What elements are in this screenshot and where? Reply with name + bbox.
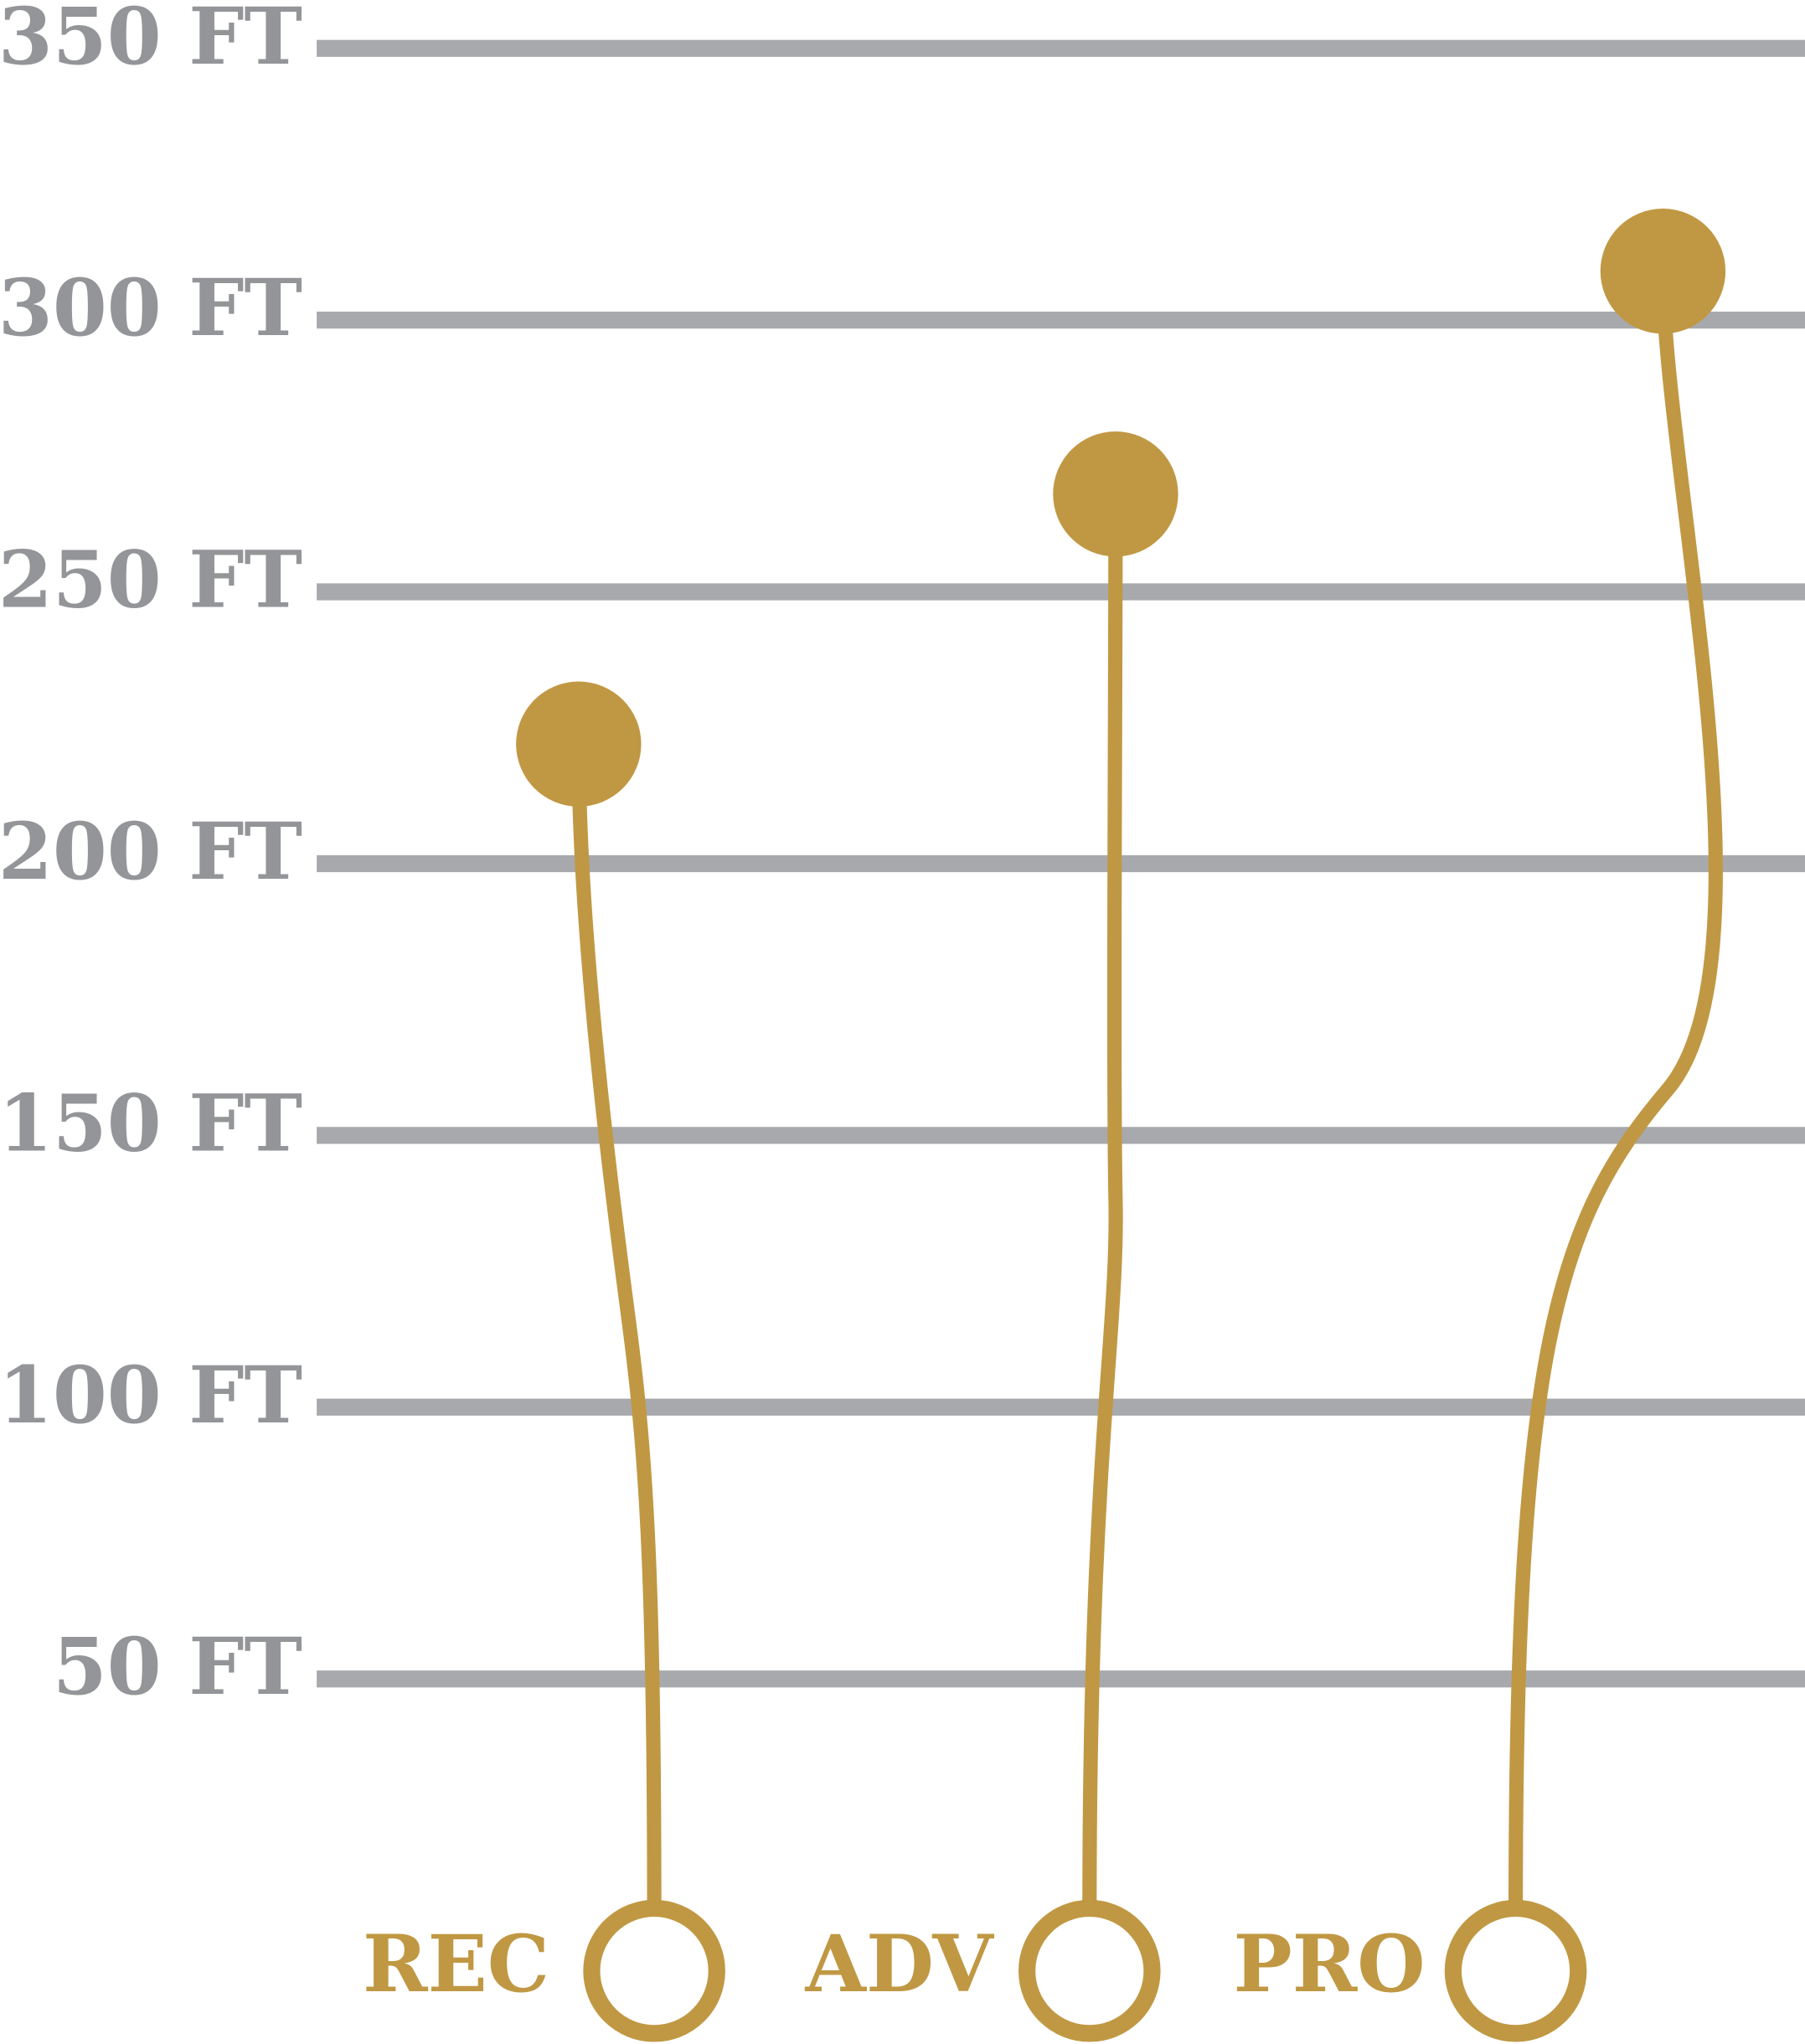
y-tick-label: 350 FT	[0, 0, 302, 83]
y-tick-label: 200 FT	[0, 806, 302, 898]
y-tick-label: 250 FT	[0, 534, 302, 627]
category-label: PRO	[1234, 1918, 1426, 2010]
y-tick-label: 150 FT	[0, 1077, 302, 1169]
y-tick-label: 100 FT	[0, 1350, 302, 1442]
y-tick-label: 300 FT	[0, 262, 302, 354]
dot	[1053, 431, 1178, 557]
base-circle	[1018, 1899, 1161, 2042]
stem	[1508, 271, 1723, 1909]
dot	[1600, 209, 1726, 334]
base-circle	[583, 1899, 725, 2042]
category-label: REC	[363, 1918, 549, 2010]
dot	[516, 681, 642, 807]
y-tick-label: 50 FT	[53, 1621, 302, 1713]
stem	[571, 744, 662, 1909]
base-circle	[1444, 1899, 1587, 2042]
category-label: ADV	[805, 1918, 995, 2010]
stem	[1082, 493, 1123, 1909]
